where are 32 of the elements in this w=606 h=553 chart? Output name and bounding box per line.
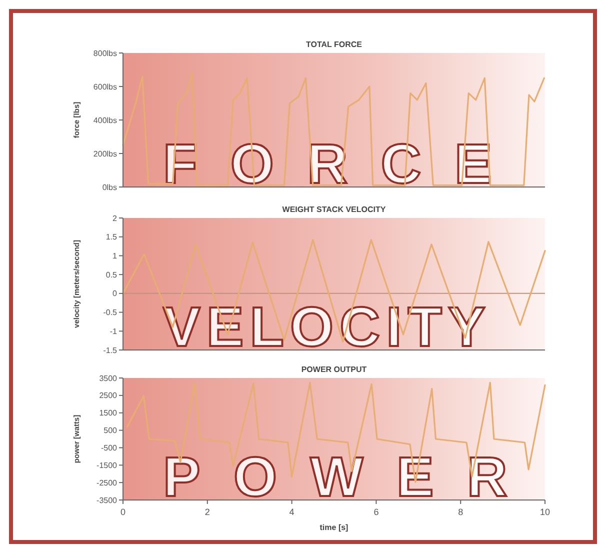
y-tick-label: 1 <box>112 252 118 261</box>
y-tick-label: -0.5 <box>103 308 118 318</box>
x-tick-label: 2 <box>204 507 210 517</box>
y-tick-label: 3500 <box>99 374 118 383</box>
y-tick-label: 200lbs <box>93 149 117 158</box>
y-tick-label: 800lbs <box>93 48 117 58</box>
y-tick-label: -3500 <box>96 496 118 505</box>
y-tick-label: -1.5 <box>103 346 118 355</box>
y-tick-label: 400lbs <box>93 116 117 125</box>
y-tick-label: 0 <box>112 289 118 298</box>
y-tick-label: 1500 <box>99 408 118 418</box>
annotation: POWER <box>163 445 541 508</box>
y-tick-label: 0.5 <box>106 270 118 280</box>
y-tick-label: 2 <box>112 214 118 223</box>
x-tick-label: 6 <box>374 507 379 517</box>
chart-title: POWER OUTPUT <box>301 365 367 374</box>
x-axis-title: time [s] <box>320 523 349 532</box>
y-tick-label: 2500 <box>99 391 118 400</box>
y-tick-label: 0lbs <box>102 182 117 192</box>
x-tick-label: 0 <box>120 507 126 517</box>
x-tick-label: 8 <box>458 507 464 517</box>
x-tick-label: 4 <box>289 507 294 517</box>
y-tick-label: 600lbs <box>93 82 117 92</box>
y-tick-label: 500 <box>104 426 118 436</box>
y-tick-label: 1.5 <box>106 232 118 242</box>
y-tick-label: -2500 <box>96 478 118 488</box>
y-tick-label: -500 <box>100 444 118 453</box>
x-tick-label: 10 <box>540 507 550 517</box>
y-tick-label: -1 <box>110 326 118 336</box>
chart-title: TOTAL FORCE <box>306 40 363 49</box>
y-tick-label: -1500 <box>96 460 118 470</box>
chart-title: WEIGHT STACK VELOCITY <box>282 205 386 214</box>
